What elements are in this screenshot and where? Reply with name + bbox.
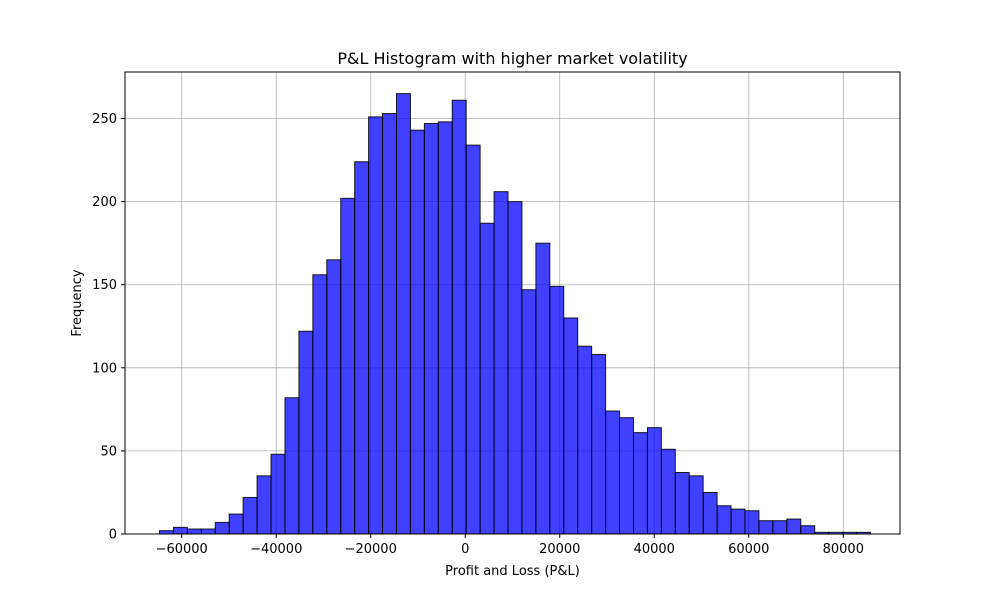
histogram-bar-6 bbox=[242, 496, 258, 535]
x-axis-label: Profit and Loss (P&L) bbox=[445, 564, 580, 579]
histogram-bar-13 bbox=[340, 197, 356, 535]
y-tick-label-1: 50 bbox=[100, 444, 117, 459]
histogram-bar-18 bbox=[409, 129, 425, 535]
histogram-bar-30 bbox=[577, 345, 593, 535]
histogram-bar-7 bbox=[256, 475, 272, 535]
histogram-bar-42 bbox=[744, 510, 760, 535]
histogram-bar-25 bbox=[507, 201, 523, 535]
histogram-bar-4 bbox=[214, 521, 230, 535]
x-tick-label-3: 0 bbox=[461, 542, 469, 557]
histogram-bar-45 bbox=[786, 518, 802, 535]
histogram-bar-2 bbox=[186, 528, 202, 535]
histogram-bar-40 bbox=[716, 505, 732, 535]
histogram-bar-35 bbox=[646, 427, 662, 535]
histogram-bar-8 bbox=[270, 453, 286, 535]
histogram-bar-27 bbox=[535, 242, 551, 535]
histogram-bar-28 bbox=[549, 285, 565, 535]
histogram-bar-29 bbox=[563, 317, 579, 535]
y-tick-label-2: 100 bbox=[92, 361, 117, 376]
histogram-bar-44 bbox=[772, 520, 788, 535]
histogram-bar-39 bbox=[702, 491, 718, 535]
histogram-bars bbox=[158, 93, 871, 535]
histogram-bar-21 bbox=[451, 99, 467, 535]
histogram-bar-22 bbox=[465, 144, 481, 535]
histogram-bar-10 bbox=[298, 330, 314, 535]
x-tick-label-4: 20000 bbox=[539, 542, 580, 557]
x-tick-label-5: 40000 bbox=[634, 542, 675, 557]
histogram-bar-38 bbox=[688, 475, 704, 535]
histogram-bar-33 bbox=[619, 417, 634, 535]
histogram-bar-1 bbox=[172, 526, 188, 535]
plot-frame bbox=[124, 71, 901, 535]
histogram-bar-5 bbox=[228, 513, 244, 535]
histogram-bar-32 bbox=[605, 410, 621, 535]
chart-title: P&L Histogram with higher market volatil… bbox=[337, 49, 687, 68]
histogram-bar-36 bbox=[660, 448, 676, 535]
histogram-bar-24 bbox=[493, 191, 509, 535]
histogram-bar-17 bbox=[395, 93, 411, 535]
y-axis-ticks: 0 50 100 150 200 250 bbox=[92, 112, 125, 543]
x-tick-label-0: −60000 bbox=[156, 542, 208, 557]
x-tick-label-7: 80000 bbox=[823, 542, 864, 557]
histogram-bar-16 bbox=[382, 113, 397, 535]
histogram-bar-43 bbox=[758, 520, 774, 535]
histogram-bar-26 bbox=[521, 289, 537, 535]
x-axis-ticks: −60000 −40000 −20000 0 20000 40000 60000 80000 bbox=[156, 534, 864, 557]
histogram-bar-3 bbox=[200, 528, 216, 535]
histogram-bar-46 bbox=[800, 525, 816, 535]
histogram-bar-9 bbox=[284, 397, 300, 535]
histogram-bar-14 bbox=[354, 161, 370, 535]
y-tick-label-4: 200 bbox=[92, 195, 117, 210]
y-tick-label-5: 250 bbox=[92, 112, 117, 127]
histogram-bar-37 bbox=[674, 472, 690, 535]
histogram-bar-20 bbox=[437, 121, 453, 535]
histogram-bar-23 bbox=[479, 222, 495, 535]
x-tick-label-6: 60000 bbox=[728, 542, 769, 557]
x-tick-label-2: −20000 bbox=[345, 542, 397, 557]
histogram-bar-41 bbox=[730, 508, 746, 535]
histogram-bar-12 bbox=[326, 259, 342, 535]
histogram-bar-34 bbox=[632, 432, 648, 535]
x-tick-label-1: −40000 bbox=[250, 542, 302, 557]
histogram-bar-31 bbox=[591, 354, 607, 535]
y-tick-label-3: 150 bbox=[92, 278, 117, 293]
histogram-bar-19 bbox=[423, 123, 439, 535]
y-tick-label-0: 0 bbox=[109, 528, 117, 543]
histogram-bar-15 bbox=[368, 116, 384, 535]
histogram-bar-11 bbox=[312, 274, 328, 535]
y-axis-label: Frequency bbox=[70, 269, 85, 336]
